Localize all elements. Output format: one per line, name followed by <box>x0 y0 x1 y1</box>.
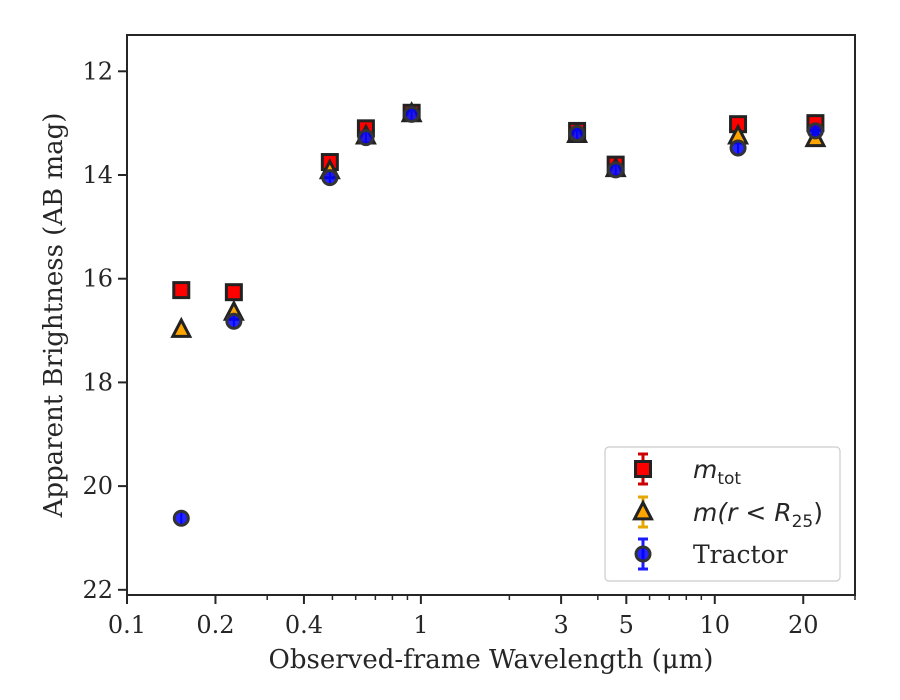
data-point-circle <box>225 312 243 330</box>
y-axis-label: Apparent Brightness (AB mag) <box>39 113 69 519</box>
x-tick-label: 20 <box>788 611 819 639</box>
series-circle <box>172 105 824 527</box>
points-layer <box>170 101 827 527</box>
data-point-circle <box>806 122 824 140</box>
y-tick-label: 12 <box>82 57 113 85</box>
data-point-circle <box>357 129 375 147</box>
data-point-circle <box>729 139 747 157</box>
legend-label: mtot <box>693 455 741 489</box>
y-tick-label: 22 <box>82 576 113 604</box>
x-tick-label: 0.1 <box>108 611 146 639</box>
data-point-circle <box>403 105 421 123</box>
x-tick-label: 5 <box>619 611 634 639</box>
x-tick-label: 0.4 <box>285 611 323 639</box>
data-point-square <box>224 283 243 302</box>
legend-marker-circle <box>634 545 652 563</box>
y-tick-label: 16 <box>82 265 113 293</box>
series-square <box>172 103 825 302</box>
plot-frame <box>126 34 856 596</box>
y-tick-label: 14 <box>82 161 113 189</box>
legend-label: Tractor <box>693 540 788 569</box>
legend-label: m(r < R25) <box>693 498 823 532</box>
x-tick-label: 10 <box>700 611 731 639</box>
legend: mtot m(r < R25) Tractor <box>604 446 841 582</box>
legend-marker-square <box>634 460 652 478</box>
data-point-circle <box>172 509 190 527</box>
legend-marker-triangle <box>632 499 654 521</box>
x-axis-label: Observed-frame Wavelength (μm) <box>269 645 714 675</box>
series-triangle <box>170 101 827 338</box>
x-tick-label: 1 <box>413 611 428 639</box>
x-tick-label: 3 <box>553 611 568 639</box>
x-tick-label: 0.2 <box>196 611 234 639</box>
data-point-circle <box>607 161 625 179</box>
legend-box <box>604 446 841 582</box>
y-tick-label: 18 <box>82 368 113 396</box>
data-point-circle <box>321 169 339 187</box>
data-point-square <box>172 281 191 300</box>
y-tick-label: 20 <box>82 472 113 500</box>
data-point-triangle <box>170 316 193 338</box>
ticks-layer: 0.1 0.2 0.4 1 3 5 10 20 12 14 16 18 20 22 <box>82 57 856 639</box>
data-point-circle <box>568 125 586 143</box>
